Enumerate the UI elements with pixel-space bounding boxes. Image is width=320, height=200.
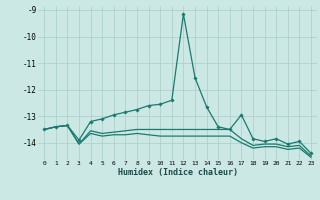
X-axis label: Humidex (Indice chaleur): Humidex (Indice chaleur) (118, 168, 238, 177)
